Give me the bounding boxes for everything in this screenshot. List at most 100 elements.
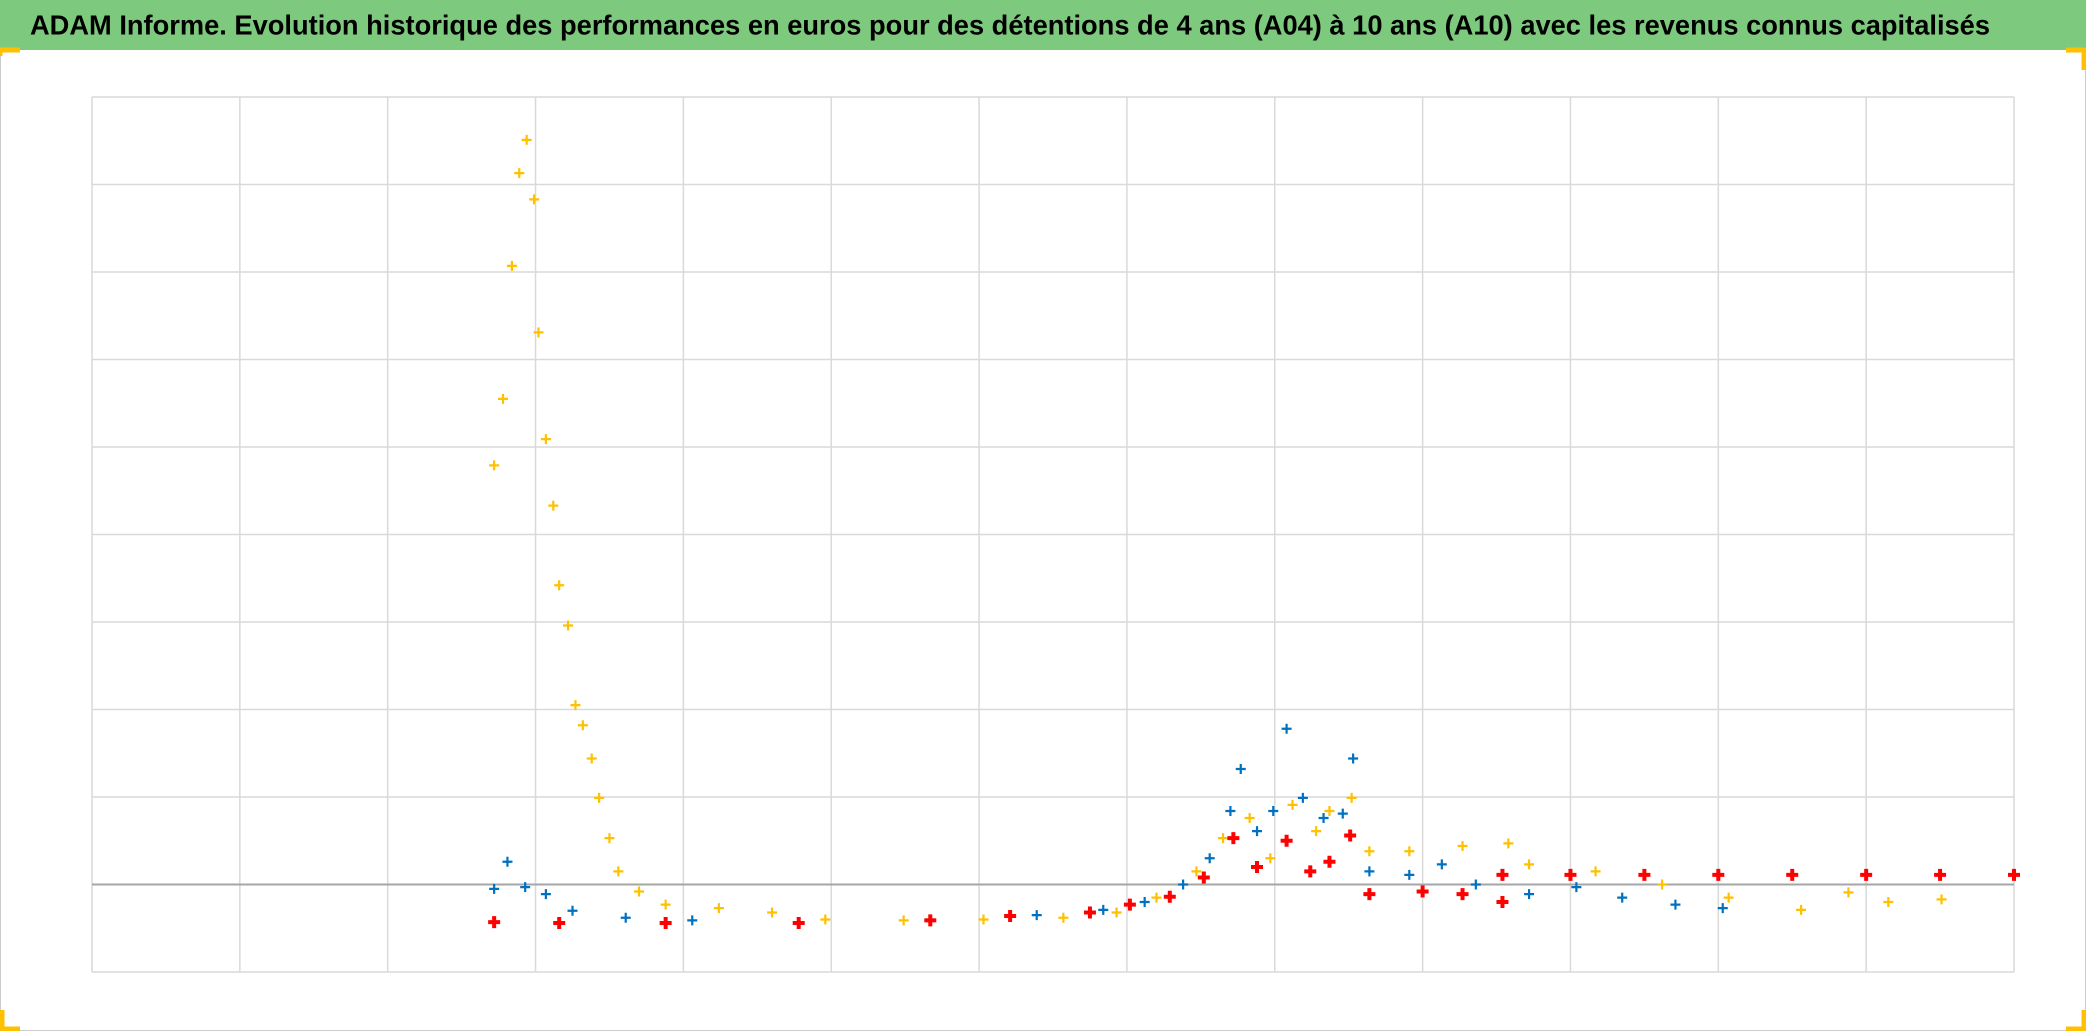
point-marker: [1227, 832, 1240, 845]
point-marker: [1470, 879, 1481, 890]
point-marker: [1436, 859, 1447, 870]
point-marker: [1197, 871, 1210, 884]
point-marker: [1235, 764, 1246, 774]
point-marker: [521, 134, 532, 145]
point-marker: [1337, 808, 1348, 819]
point-marker: [1058, 912, 1069, 923]
point-marker: [1496, 868, 1509, 881]
point-marker: [1363, 888, 1376, 901]
point-marker: [1297, 792, 1308, 803]
point-marker: [1111, 907, 1122, 918]
point-marker: [1364, 866, 1375, 877]
point-marker: [1883, 897, 1894, 907]
point-marker: [529, 194, 540, 205]
point-marker: [767, 907, 778, 918]
point-marker: [1456, 888, 1469, 901]
point-marker: [1590, 866, 1601, 877]
point-marker: [1083, 906, 1096, 919]
point-marker: [1457, 841, 1468, 851]
point-marker: [1323, 855, 1336, 868]
point-marker: [1346, 792, 1357, 803]
point-marker: [898, 915, 909, 926]
point-marker: [586, 753, 597, 764]
point-marker: [1204, 853, 1215, 864]
point-marker: [1318, 813, 1329, 823]
point-marker: [489, 883, 500, 894]
point-marker: [820, 914, 831, 925]
point-marker: [1123, 898, 1136, 911]
point-marker: [1251, 861, 1264, 873]
point-marker: [1936, 894, 1947, 905]
point-marker: [1404, 869, 1415, 880]
point-marker: [1304, 865, 1317, 878]
point-marker: [1191, 866, 1202, 877]
point-marker: [792, 917, 805, 929]
corner-marks: [0, 47, 2086, 1031]
point-marker: [540, 889, 551, 900]
point-marker: [1252, 826, 1263, 837]
point-marker: [1268, 806, 1279, 816]
point-marker: [1139, 897, 1150, 907]
point-marker: [1796, 904, 1807, 915]
point-marker: [1860, 868, 1873, 881]
point-marker: [924, 914, 937, 927]
point-marker: [1712, 868, 1725, 881]
point-marker: [502, 856, 513, 867]
point-marker: [1404, 846, 1415, 857]
point-marker: [563, 620, 574, 631]
point-marker: [1324, 806, 1335, 816]
point-marker: [660, 899, 671, 910]
point-marker: [553, 917, 566, 929]
point-marker: [554, 580, 565, 591]
point-marker: [1225, 806, 1236, 816]
point-marker: [520, 882, 531, 893]
point-marker: [1348, 753, 1359, 764]
point-marker: [978, 914, 989, 925]
point-marker: [548, 500, 559, 511]
point-marker: [1344, 829, 1357, 842]
point-marker: [1244, 813, 1255, 823]
point-marker: [634, 886, 645, 897]
point-marker: [687, 915, 698, 926]
point-marker: [1503, 838, 1514, 849]
point-marker: [1416, 885, 1429, 898]
point-marker: [1524, 859, 1535, 870]
point-marker: [1638, 868, 1651, 881]
point-marker: [489, 460, 500, 471]
point-marker: [1571, 882, 1582, 893]
point-marker: [1786, 868, 1799, 881]
point-marker: [533, 327, 544, 338]
point-marker: [613, 866, 624, 877]
point-marker: [594, 792, 605, 803]
point-marker: [567, 905, 578, 916]
point-marker: [1617, 892, 1628, 903]
point-marker: [498, 393, 509, 404]
point-marker: [577, 720, 588, 731]
point-marker: [540, 434, 551, 445]
point-marker: [1031, 910, 1042, 921]
point-marker: [514, 168, 525, 179]
point-marker: [1524, 889, 1535, 900]
point-marker: [1564, 868, 1577, 881]
point-marker: [713, 903, 724, 914]
point-marker: [1723, 892, 1734, 903]
point-marker: [1218, 833, 1229, 844]
point-marker: [1843, 887, 1854, 898]
point-marker: [2008, 868, 2020, 881]
point-marker: [620, 912, 631, 923]
point-marker: [1717, 903, 1728, 914]
point-marker: [488, 916, 501, 929]
title-bar: [0, 0, 2086, 50]
point-marker: [1151, 892, 1162, 903]
point-marker: [570, 700, 581, 711]
point-marker: [1670, 899, 1681, 910]
point-marker: [604, 833, 615, 844]
point-marker: [1178, 879, 1189, 890]
point-marker: [1364, 846, 1375, 857]
point-marker: [1265, 853, 1276, 864]
point-marker: [1287, 799, 1298, 810]
point-marker: [1496, 896, 1509, 908]
chart-title: ADAM Informe. Evolution historique des p…: [30, 9, 1990, 40]
point-marker: [1311, 826, 1322, 837]
